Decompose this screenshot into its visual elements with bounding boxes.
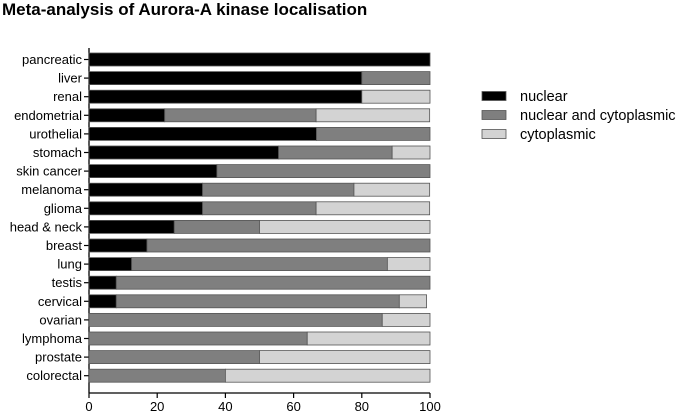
bar-segment-cytoplasmic: [381, 312, 431, 327]
category-label: cervical: [38, 294, 82, 309]
bar-segment-nuclear-and-cytoplasmic: [115, 294, 400, 309]
bar-segment-cytoplasmic: [361, 89, 431, 104]
bar-segment-cytoplasmic: [259, 219, 431, 234]
bar-segment-nuclear-and-cytoplasmic: [88, 331, 308, 346]
x-tick-label: 20: [150, 399, 164, 412]
legend-label: cytoplasmic: [520, 127, 596, 143]
category-label: endometrial: [14, 108, 82, 123]
bar-segment-nuclear: [88, 294, 117, 309]
category-label: stomach: [33, 145, 82, 160]
bar-segment-nuclear-and-cytoplasmic: [278, 145, 393, 160]
category-label: pancreatic: [22, 52, 82, 67]
legend-swatch: [481, 110, 507, 120]
bar-segment-cytoplasmic: [398, 294, 427, 309]
category-label: melanoma: [21, 182, 82, 197]
legend-label: nuclear: [520, 89, 568, 105]
bar-segment-nuclear: [88, 108, 166, 123]
bar-segment-nuclear: [88, 145, 279, 160]
category-label: breast: [46, 238, 83, 253]
bar-segment-nuclear: [88, 201, 203, 216]
bar-segment-nuclear-and-cytoplasmic: [202, 201, 317, 216]
bar-segment-nuclear-and-cytoplasmic: [164, 108, 317, 123]
bar-segment-nuclear: [88, 275, 117, 290]
category-label: head & neck: [10, 219, 83, 234]
bar-segment-nuclear-and-cytoplasmic: [202, 182, 355, 197]
category-label: colorectal: [26, 368, 82, 383]
bar-segment-nuclear-and-cytoplasmic: [146, 238, 431, 253]
category-label: lymphoma: [22, 331, 83, 346]
bar-segment-nuclear: [88, 89, 363, 104]
bar-segment-cytoplasmic: [306, 331, 431, 346]
category-label: testis: [52, 275, 83, 290]
bar-segment-cytoplasmic: [386, 257, 431, 272]
chart-title: Meta-analysis of Aurora-A kinase localis…: [2, 0, 368, 19]
category-label: ovarian: [39, 312, 82, 327]
category-label: glioma: [44, 201, 83, 216]
category-label: lung: [57, 257, 82, 272]
bar-segment-nuclear: [88, 164, 218, 179]
category-label: urothelial: [29, 126, 82, 141]
bar-segment-nuclear-and-cytoplasmic: [131, 257, 388, 272]
category-label: skin cancer: [16, 164, 82, 179]
x-tick-label: 40: [218, 399, 232, 412]
bar-segment-nuclear-and-cytoplasmic: [115, 275, 431, 290]
category-label: renal: [53, 89, 82, 104]
x-tick-label: 60: [286, 399, 300, 412]
bar-segment-nuclear: [88, 238, 148, 253]
x-tick-label: 0: [85, 399, 92, 412]
bar-segment-nuclear-and-cytoplasmic: [361, 71, 431, 85]
bar-segment-nuclear: [88, 257, 133, 272]
bar-segment-cytoplasmic: [259, 350, 431, 365]
bar-segment-nuclear: [88, 219, 175, 234]
legend-swatch: [481, 91, 507, 101]
bar-segment-nuclear: [88, 71, 363, 85]
bar-segment-nuclear-and-cytoplasmic: [88, 350, 260, 365]
legend-swatch: [481, 129, 507, 139]
legend-label: nuclear and cytoplasmic: [520, 108, 676, 124]
bar-segment-cytoplasmic: [224, 368, 431, 383]
bar-segment-nuclear-and-cytoplasmic: [173, 219, 260, 234]
category-label: liver: [58, 71, 83, 86]
bar-segment-cytoplasmic: [315, 108, 431, 123]
bar-segment-nuclear-and-cytoplasmic: [316, 127, 431, 141]
bar-segment-cytoplasmic: [391, 145, 431, 160]
bar-segment-nuclear: [88, 127, 317, 141]
bar-segment-cytoplasmic: [315, 201, 431, 216]
bar-segment-nuclear-and-cytoplasmic: [88, 368, 226, 383]
bar-segment-nuclear: [88, 182, 203, 197]
x-tick-label: 80: [355, 399, 369, 412]
bar-segment-nuclear-and-cytoplasmic: [88, 312, 383, 327]
bar-segment-nuclear-and-cytoplasmic: [216, 164, 431, 179]
category-label: prostate: [35, 350, 82, 365]
bar-segment-nuclear: [88, 52, 431, 67]
bar-segment-cytoplasmic: [353, 182, 431, 197]
x-tick-label: 100: [419, 399, 441, 412]
